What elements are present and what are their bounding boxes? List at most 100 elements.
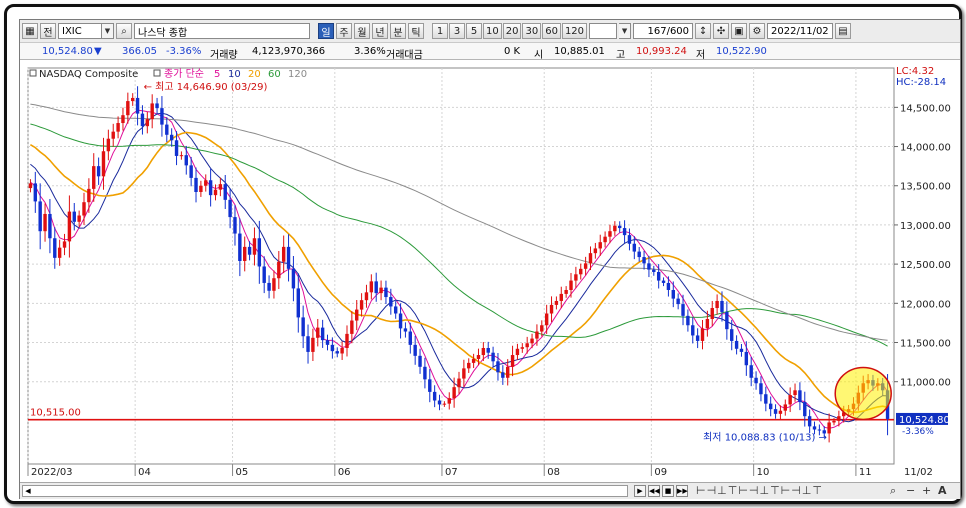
candle-body (549, 304, 554, 314)
candle-body (53, 238, 57, 258)
y-tick-label: 12,000.00 (900, 299, 951, 310)
stop-icon[interactable]: ■ (662, 485, 674, 497)
interval-button-1[interactable]: 1 (432, 23, 448, 39)
gear-icon[interactable]: ⚙ (749, 23, 766, 39)
code-input[interactable]: IXIC (58, 23, 102, 39)
candle-body (671, 289, 675, 299)
zoom-out-icon[interactable]: − (906, 484, 916, 497)
zoom-search-icon[interactable]: ⌕ (890, 484, 897, 497)
candle-body (106, 138, 111, 152)
candle-body (374, 281, 378, 294)
chevron-down-icon[interactable]: ▼ (619, 23, 632, 39)
tab-all[interactable]: 전 (40, 23, 56, 39)
candle-body (101, 151, 106, 177)
x-tick-label: 05 (236, 467, 249, 478)
candle-body (647, 263, 651, 270)
date-input[interactable]: 2022/11/02 (767, 23, 834, 39)
candle-body (749, 365, 753, 378)
horizontal-scrollbar[interactable]: ◀ (22, 485, 628, 497)
candle-body (252, 238, 257, 255)
candle-body (389, 297, 393, 307)
bar-count-field[interactable]: 167/600 (633, 23, 694, 39)
forward-icon[interactable]: ▶▶ (676, 485, 688, 497)
candle-body (603, 236, 607, 243)
amount-label: 거래대금 (386, 50, 423, 61)
candle-body (574, 274, 578, 281)
candle-body (827, 422, 831, 434)
candle-body (637, 251, 641, 258)
drawing-tools-icon[interactable]: ⊢⊣⊥⊤⊢⊣⊥⊤⊢⊣⊥⊤ (696, 484, 823, 497)
candle-body (783, 404, 787, 411)
candle-body (467, 362, 471, 369)
period-week-button[interactable]: 주 (336, 23, 352, 39)
current-price: 10,524.80 (42, 46, 93, 57)
scroll-left-icon[interactable]: ◀ (25, 487, 31, 495)
candle-body (403, 328, 408, 332)
candle-body (768, 403, 773, 410)
candle-body (442, 403, 447, 405)
candle-body (462, 368, 466, 379)
candle-body (525, 343, 529, 348)
candle-body (486, 347, 490, 353)
period-day-button[interactable]: 일 (318, 23, 334, 39)
candle-body (686, 315, 690, 326)
period-month-button[interactable]: 월 (354, 23, 370, 39)
search-icon[interactable]: ⌕ (116, 23, 132, 39)
candle-body (569, 280, 573, 290)
candle-body (588, 253, 593, 264)
candle-body (350, 320, 354, 334)
period-minute-button[interactable]: 분 (390, 23, 406, 39)
y-tick-label: 12,500.00 (900, 260, 951, 271)
interval-button-3[interactable]: 3 (449, 23, 465, 39)
rewind-icon[interactable]: ◀◀ (648, 485, 660, 497)
period-tick-button[interactable]: 틱 (408, 23, 424, 39)
fit-icon[interactable]: ↕ (695, 23, 712, 39)
interval-buttons: 1 3 5 10 20 30 60 120 (432, 23, 588, 39)
screenshot-frame: ▦ 전 IXIC ▼ ⌕ 나스닥 종합 일 주 월 년 분 틱 1 3 5 10 20 3… (4, 4, 962, 504)
moving-average-5 (30, 109, 889, 429)
candle-body (764, 394, 768, 404)
candle-body (364, 292, 369, 301)
chevron-down-icon[interactable]: ▼ (102, 23, 114, 39)
candle-body (491, 352, 495, 362)
interval-button-5[interactable]: 5 (466, 23, 482, 39)
save-icon[interactable]: ▣ (731, 23, 748, 39)
candle-body (457, 378, 461, 388)
symbol-name-field: 나스닥 종합 (134, 23, 310, 39)
candle-body (111, 131, 115, 139)
candle-body (656, 271, 661, 281)
candlestick-chart-svg[interactable]: 10,515.00 ← 최고 14,646.90 (03/29) 최저 10,08… (20, 60, 960, 482)
crosshair-icon[interactable]: ✣ (713, 23, 730, 39)
interval-button-60[interactable]: 60 (542, 23, 561, 39)
candle-body (257, 238, 262, 267)
candle-body (384, 287, 388, 298)
y-tick-label: 14,500.00 (900, 103, 951, 114)
volume-ratio: 3.36% (354, 46, 386, 57)
interval-button-30[interactable]: 30 (522, 23, 542, 39)
interval-button-120[interactable]: 120 (561, 23, 588, 39)
x-tick-label-last-date: 11/02 (904, 467, 933, 478)
period-year-button[interactable]: 년 (372, 23, 388, 39)
candle-body (223, 184, 227, 200)
legend-ma-60: 60 (268, 69, 281, 80)
zoom-in-icon[interactable]: + (922, 484, 932, 497)
candle-body (281, 246, 286, 262)
custom-interval-input[interactable] (589, 23, 618, 39)
candle-body (822, 430, 826, 434)
layout-icon[interactable]: ▦ (22, 23, 38, 39)
candle-body (535, 331, 539, 339)
candle-body (544, 313, 549, 326)
font-size-icon[interactable]: A (938, 484, 947, 497)
y-tick-label: 11,500.00 (900, 339, 951, 350)
candle-body (238, 233, 242, 261)
candle-body (301, 317, 305, 337)
price-chart[interactable]: 10,515.00 ← 최고 14,646.90 (03/29) 최저 10,08… (20, 60, 960, 482)
calendar-icon[interactable]: ▤ (835, 23, 852, 39)
candle-body (608, 231, 612, 237)
candle-body (92, 166, 96, 189)
candle-body (194, 177, 198, 193)
interval-button-20[interactable]: 20 (502, 23, 522, 39)
candle-body (306, 336, 310, 352)
interval-button-10[interactable]: 10 (483, 23, 502, 39)
prev-page-icon[interactable]: ▶ (634, 485, 646, 497)
